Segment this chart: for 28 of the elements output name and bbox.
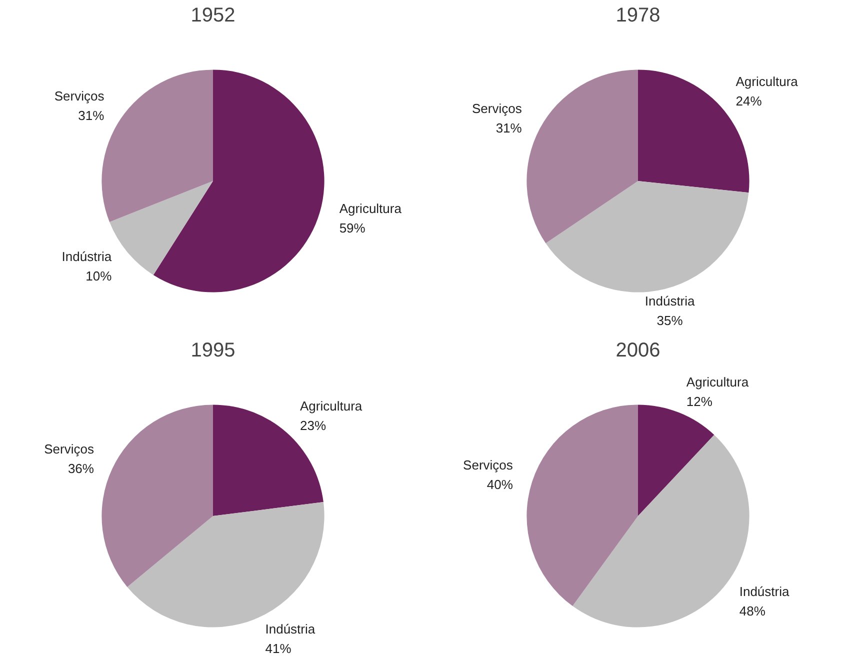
data-label: 23% bbox=[300, 418, 326, 433]
slice-label: Agricultura bbox=[736, 74, 799, 90]
data-label: 12% bbox=[686, 394, 713, 409]
slice-label: Agricultura bbox=[686, 374, 750, 390]
slice-label: Serviços bbox=[54, 88, 105, 104]
chart-title: 1995 bbox=[190, 340, 236, 362]
data-label: 40% bbox=[486, 476, 514, 492]
slice-label: Serviços bbox=[44, 442, 94, 457]
data-label: 36% bbox=[68, 461, 94, 476]
slice-label: Indústria bbox=[265, 622, 316, 637]
slice-label: Indústria bbox=[62, 249, 112, 264]
data-label: 48% bbox=[739, 604, 766, 619]
data-label: 31% bbox=[496, 120, 522, 136]
data-label: 24% bbox=[736, 94, 762, 109]
slice-label: Indústria bbox=[739, 584, 790, 600]
chart-title: 2006 bbox=[616, 340, 660, 362]
slice-label: Agricultura bbox=[339, 201, 402, 216]
data-label: 31% bbox=[78, 108, 105, 123]
chart-title: 1952 bbox=[190, 4, 236, 26]
slice-label: Serviços bbox=[472, 100, 522, 116]
data-label: 35% bbox=[656, 313, 684, 328]
data-label: 10% bbox=[86, 268, 112, 284]
slice-label: Serviços bbox=[463, 457, 514, 472]
slice-label: Indústria bbox=[644, 294, 696, 309]
slice-label: Agricultura bbox=[300, 398, 363, 414]
chart-title: 1978 bbox=[616, 4, 660, 26]
data-label: 59% bbox=[339, 220, 366, 236]
data-label: 41% bbox=[265, 641, 292, 656]
